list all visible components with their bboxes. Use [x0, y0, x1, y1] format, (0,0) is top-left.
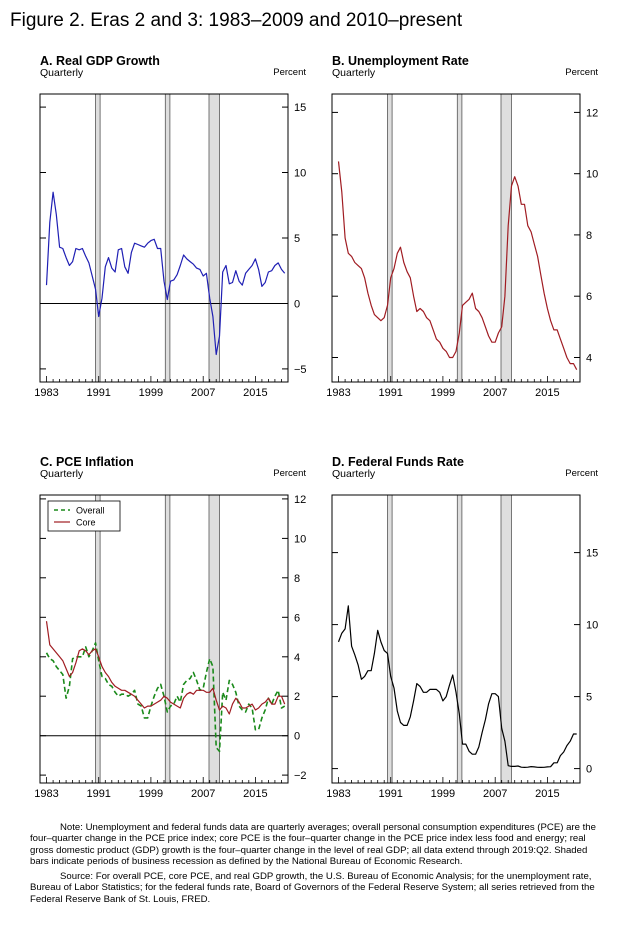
x-tick-label: 1999 [139, 387, 163, 399]
recession-bar [208, 93, 220, 383]
series-line-pce_core [45, 621, 286, 715]
series-line-gdp [45, 191, 286, 356]
y-tick-label: 10 [294, 168, 306, 180]
y-tick-label: 5 [294, 233, 300, 245]
plot-frame [331, 93, 581, 383]
x-tick-label: 2015 [535, 788, 559, 800]
y-tick-label: 2 [294, 691, 300, 703]
gdp-chart: −5 0 5 10 15 1983 1991 1999 2007 2015 [34, 93, 307, 399]
x-tick-label: 1991 [378, 387, 402, 399]
y-tick-label: 10 [294, 533, 306, 545]
x-tick-label: 1999 [431, 387, 455, 399]
legend-label: Overall [76, 506, 105, 516]
recession-bar [208, 494, 220, 784]
series-line-unemployment [337, 161, 578, 370]
y-tick-label: 4 [294, 652, 300, 664]
y-tick-label: 4 [586, 353, 592, 365]
panel-federal-funds-rate: D. Federal Funds Rate Quarterly Percent … [326, 455, 604, 815]
panel-pce-inflation: C. PCE Inflation Quarterly Percent −2 0 2 4… [34, 455, 312, 815]
y-tick-label: 15 [294, 102, 306, 114]
panel-frequency: Quarterly [332, 468, 376, 480]
x-tick-label: 1999 [431, 788, 455, 800]
x-tick-label: 1983 [326, 387, 350, 399]
panel-unit: Percent [273, 67, 306, 78]
y-tick-label: 12 [294, 494, 306, 506]
panel-unemployment-rate: B. Unemployment Rate Quarterly Percent 4… [326, 54, 604, 414]
y-tick-label: 10 [586, 620, 598, 632]
y-tick-label: 0 [586, 764, 592, 776]
x-tick-label: 2015 [535, 387, 559, 399]
note-text: Note: Unemployment and federal funds dat… [30, 822, 596, 867]
source-text: Source: For overall PCE, core PCE, and r… [30, 871, 595, 905]
y-tick-label: 0 [294, 731, 300, 743]
y-tick-label: 8 [294, 573, 300, 585]
x-tick-label: 2007 [191, 788, 215, 800]
y-tick-label: 10 [586, 169, 598, 181]
legend-label: Core [76, 518, 96, 528]
plot-frame [39, 93, 289, 383]
unemployment-chart: 4 6 8 10 12 1983 1991 1999 2007 2015 [326, 93, 598, 399]
recession-bar [500, 494, 512, 784]
x-tick-label: 1983 [34, 788, 58, 800]
figure-notes: Note: Unemployment and federal funds dat… [30, 822, 605, 905]
y-tick-label: 12 [586, 107, 598, 119]
y-tick-label: 6 [586, 291, 592, 303]
series-line-ffr [337, 605, 577, 768]
figure-title: Figure 2. Eras 2 and 3: 1983–2009 and 20… [10, 10, 463, 31]
x-tick-label: 2015 [243, 788, 267, 800]
x-tick-label: 1983 [326, 788, 350, 800]
series-line-pce_overall [45, 642, 286, 753]
y-tick-label: 15 [586, 548, 598, 560]
x-tick-label: 1983 [34, 387, 58, 399]
panel-unit: Percent [565, 468, 598, 479]
panel-frequency: Quarterly [332, 67, 376, 79]
recession-bar [164, 494, 171, 784]
recession-bar [456, 494, 463, 784]
panel-unit: Percent [273, 468, 306, 479]
x-tick-label: 2007 [191, 387, 215, 399]
x-tick-label: 1999 [139, 788, 163, 800]
y-tick-label: 6 [294, 612, 300, 624]
y-tick-label: −5 [294, 364, 307, 376]
x-tick-label: 1991 [86, 788, 110, 800]
panel-unit: Percent [565, 67, 598, 78]
x-tick-label: 1991 [86, 387, 110, 399]
x-tick-label: 1991 [378, 788, 402, 800]
panel-title: C. PCE Inflation [40, 455, 134, 469]
y-tick-label: 0 [294, 299, 300, 311]
pce-chart: −2 0 2 4 6 8 10 12 1983 1991 1999 2007 2015 Overall Co… [34, 494, 307, 800]
panel-frequency: Quarterly [40, 67, 84, 79]
x-tick-label: 2015 [243, 387, 267, 399]
plot-frame [39, 494, 289, 784]
panel-real-gdp-growth: A. Real GDP Growth Quarterly Percent −5 0… [34, 54, 312, 414]
recession-bar [95, 494, 101, 784]
y-tick-label: 8 [586, 230, 592, 242]
panel-title: B. Unemployment Rate [332, 54, 469, 68]
recession-bar [95, 93, 101, 383]
y-tick-label: 5 [586, 692, 592, 704]
panel-title: A. Real GDP Growth [40, 54, 160, 68]
y-tick-label: −2 [294, 770, 307, 782]
panel-frequency: Quarterly [40, 468, 84, 480]
panel-title: D. Federal Funds Rate [332, 455, 464, 469]
recession-bar [387, 494, 393, 784]
x-tick-label: 2007 [483, 387, 507, 399]
recession-bar [387, 93, 393, 383]
legend-box [47, 500, 121, 532]
plot-frame [331, 494, 581, 784]
x-tick-label: 2007 [483, 788, 507, 800]
recession-bar [500, 93, 512, 383]
recession-bar [164, 93, 171, 383]
ffr-chart: 0 5 10 15 1983 1991 1999 2007 2015 [326, 494, 598, 800]
